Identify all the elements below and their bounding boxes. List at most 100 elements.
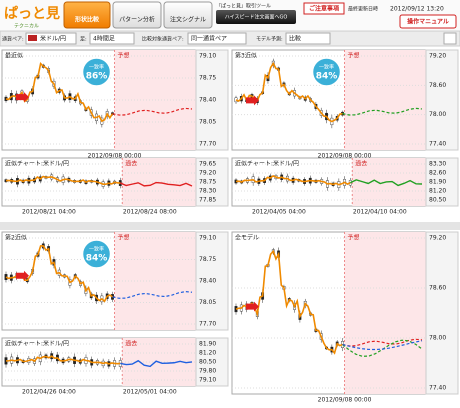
axis-strip	[195, 157, 229, 207]
y-tick-label: 79.10	[199, 53, 216, 60]
y-tick-label: 79.20	[429, 235, 446, 242]
forecast-line	[112, 107, 193, 116]
updated: 2012/09/12 13:20	[390, 6, 444, 13]
past-line	[120, 181, 193, 187]
y-tick-label: 81.20	[429, 188, 446, 195]
compare-label: 比較対象通貨ペア:	[142, 36, 184, 43]
zone-label: 予想	[118, 234, 130, 242]
zone-label: 予想	[348, 234, 360, 242]
start-arrow	[16, 270, 29, 281]
zone-label: 予想	[348, 52, 360, 60]
notice-button[interactable]	[303, 2, 345, 15]
panel-title: 近似チャート:米ドル/円	[5, 160, 69, 168]
start-arrow	[246, 301, 259, 312]
y-tick-label: 77.70	[199, 141, 216, 148]
compare: 同一通貨ペア	[191, 35, 227, 43]
tool-label: 『ぱっと見』取引ツール	[216, 3, 271, 10]
y-tick-label: 78.40	[199, 278, 216, 285]
axis-strip	[195, 49, 229, 151]
y-tick-label: 81.20	[199, 350, 216, 357]
go-button[interactable]	[216, 10, 296, 24]
tab[interactable]	[163, 1, 213, 29]
y-tick-label: 79.20	[429, 53, 446, 60]
y-tick-label: 78.75	[199, 75, 216, 82]
y-tick-label: 80.50	[429, 197, 446, 204]
y-tick-label: 79.10	[199, 377, 216, 384]
notice-label: ご注意事項	[309, 5, 340, 13]
tab-active[interactable]	[63, 1, 111, 29]
y-tick-label: 79.10	[199, 235, 216, 242]
divider	[0, 222, 460, 230]
start-arrow	[246, 95, 259, 106]
y-tick-label: 81.90	[429, 179, 446, 186]
updated-label: 最終更新日時	[348, 6, 378, 13]
y-tick-label: 82.60	[429, 170, 446, 177]
y-tick-label: 79.20	[199, 170, 216, 177]
flag	[28, 35, 37, 41]
y-tick-label: 79.65	[199, 161, 216, 168]
y-tick-label: 77.40	[429, 385, 446, 392]
axis-strip	[425, 231, 459, 395]
date-label: 2012/09/08 00:00	[318, 397, 372, 404]
bar-label: 足:	[80, 37, 87, 43]
forecast-line	[342, 107, 423, 116]
date-label: 2012/09/08 00:00	[318, 153, 372, 160]
panel-title: 第3近似	[235, 52, 257, 60]
y-tick-label: 78.60	[429, 82, 446, 89]
axis-strip	[195, 231, 229, 331]
model-select[interactable]	[285, 32, 331, 45]
pair-select[interactable]	[25, 32, 77, 45]
y-tick-label: 77.70	[199, 321, 216, 328]
logo-sub: テクニカル	[14, 24, 39, 30]
y-tick-label: 78.00	[429, 111, 446, 118]
moving-average	[5, 355, 121, 365]
match-badge	[311, 57, 342, 87]
manual-button[interactable]	[399, 14, 457, 29]
y-tick-label: 78.00	[429, 335, 446, 342]
axis-strip	[195, 337, 229, 387]
model: 比較	[289, 35, 301, 43]
forecast-line	[342, 338, 423, 347]
y-tick-label: 81.90	[199, 341, 216, 348]
y-tick-label: 77.40	[429, 141, 446, 148]
past-line	[349, 179, 423, 187]
date-label: 2012/08/21 04:00	[22, 209, 76, 216]
tab[interactable]	[112, 1, 162, 29]
compare-select[interactable]	[187, 32, 247, 45]
tab-label: 注文シグナル	[170, 16, 206, 24]
tab-label: 形状比較	[75, 16, 100, 24]
go-button-label: ハイスピード注文画面へGO	[225, 14, 288, 21]
panel-title: 近似チャート:米ドル/円	[5, 340, 69, 348]
manual-label: 操作マニュアル	[407, 18, 449, 26]
date-label: 2012/04/05 04:00	[252, 209, 306, 216]
y-tick-label: 77.85	[199, 197, 216, 204]
past-line	[120, 359, 193, 368]
axis-strip	[425, 49, 459, 151]
panel-title: 第2近似	[5, 234, 27, 242]
logo: ぱっと見	[4, 5, 60, 22]
date-label: 2012/09/08 00:00	[88, 153, 142, 160]
match-rate: 84%	[86, 254, 108, 264]
start-arrow	[16, 92, 29, 103]
match-rate: 86%	[86, 72, 108, 82]
swap-button[interactable]	[443, 32, 457, 45]
model-label: モデル予測:	[256, 36, 283, 43]
y-tick-label: 78.75	[199, 256, 216, 263]
date-label: 2012/04/26 04:00	[22, 389, 76, 396]
forecast-line	[342, 340, 423, 351]
pair: 米ドル/円	[40, 35, 66, 43]
zone-label: 予想	[118, 52, 130, 60]
y-tick-label: 78.05	[199, 119, 216, 126]
match-rate: 84%	[316, 72, 338, 82]
bar: 4時間足	[93, 35, 115, 43]
axis-strip	[425, 157, 459, 207]
date-label: 2012/04/10 04:00	[353, 209, 407, 216]
badge-label: 一致率	[89, 246, 104, 253]
y-tick-label: 78.30	[199, 188, 216, 195]
bar-select[interactable]	[89, 32, 135, 45]
y-tick-label: 83.30	[429, 161, 446, 168]
moving-average	[5, 175, 121, 186]
match-badge	[81, 57, 112, 87]
moving-average	[235, 174, 351, 186]
